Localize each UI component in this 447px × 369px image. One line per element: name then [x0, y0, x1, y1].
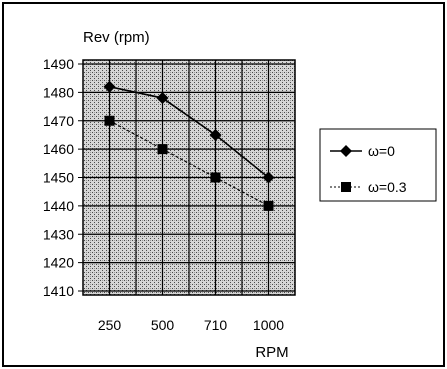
x-tick-label: 500 — [151, 317, 175, 333]
y-tick-label: 1470 — [43, 113, 74, 129]
series-1 — [104, 115, 274, 211]
data-point-square — [157, 144, 168, 155]
series-line-1 — [109, 120, 269, 207]
y-axis-label: Rev (rpm) — [83, 29, 150, 46]
y-tick-labels: 1490 1480 1470 1460 1450 1440 1430 1420 1410 — [43, 56, 83, 299]
y-tick-label: 1460 — [43, 141, 74, 157]
y-tick-label: 1450 — [43, 170, 74, 186]
legend-diamond-marker — [340, 145, 352, 157]
x-axis-label: RPM — [255, 344, 288, 361]
legend-item-1: ω=0.3 — [330, 179, 407, 195]
gridlines — [83, 60, 295, 295]
legend-label-1: ω=0.3 — [368, 179, 407, 195]
data-point-diamond — [156, 92, 169, 105]
legend: ω=0 ω=0.3 — [319, 128, 437, 202]
y-tick-label: 1430 — [43, 226, 74, 242]
data-point-diamond — [262, 171, 275, 184]
data-point-square — [263, 200, 274, 211]
data-point-diamond — [209, 128, 222, 141]
legend-square-marker — [341, 182, 351, 192]
y-tick-label: 1410 — [43, 283, 74, 299]
y-tick-label: 1440 — [43, 198, 74, 214]
legend-label-0: ω=0 — [368, 143, 395, 159]
x-tick-label: 1000 — [253, 317, 284, 333]
y-tick-label: 1420 — [43, 255, 74, 271]
series-layer — [103, 80, 275, 211]
y-tick-label: 1480 — [43, 84, 74, 100]
data-point-square — [104, 115, 115, 126]
legend-item-0: ω=0 — [330, 143, 395, 159]
y-tick-label: 1490 — [43, 56, 74, 72]
x-tick-label: 710 — [204, 317, 228, 333]
legend-box — [319, 128, 437, 202]
plot-area — [82, 59, 296, 296]
data-point-square — [210, 172, 221, 183]
x-tick-labels: 250 500 710 1000 — [98, 317, 284, 333]
data-point-diamond — [103, 80, 116, 93]
series-line-0 — [109, 85, 270, 179]
series-0 — [103, 80, 275, 184]
x-tick-label: 250 — [98, 317, 122, 333]
